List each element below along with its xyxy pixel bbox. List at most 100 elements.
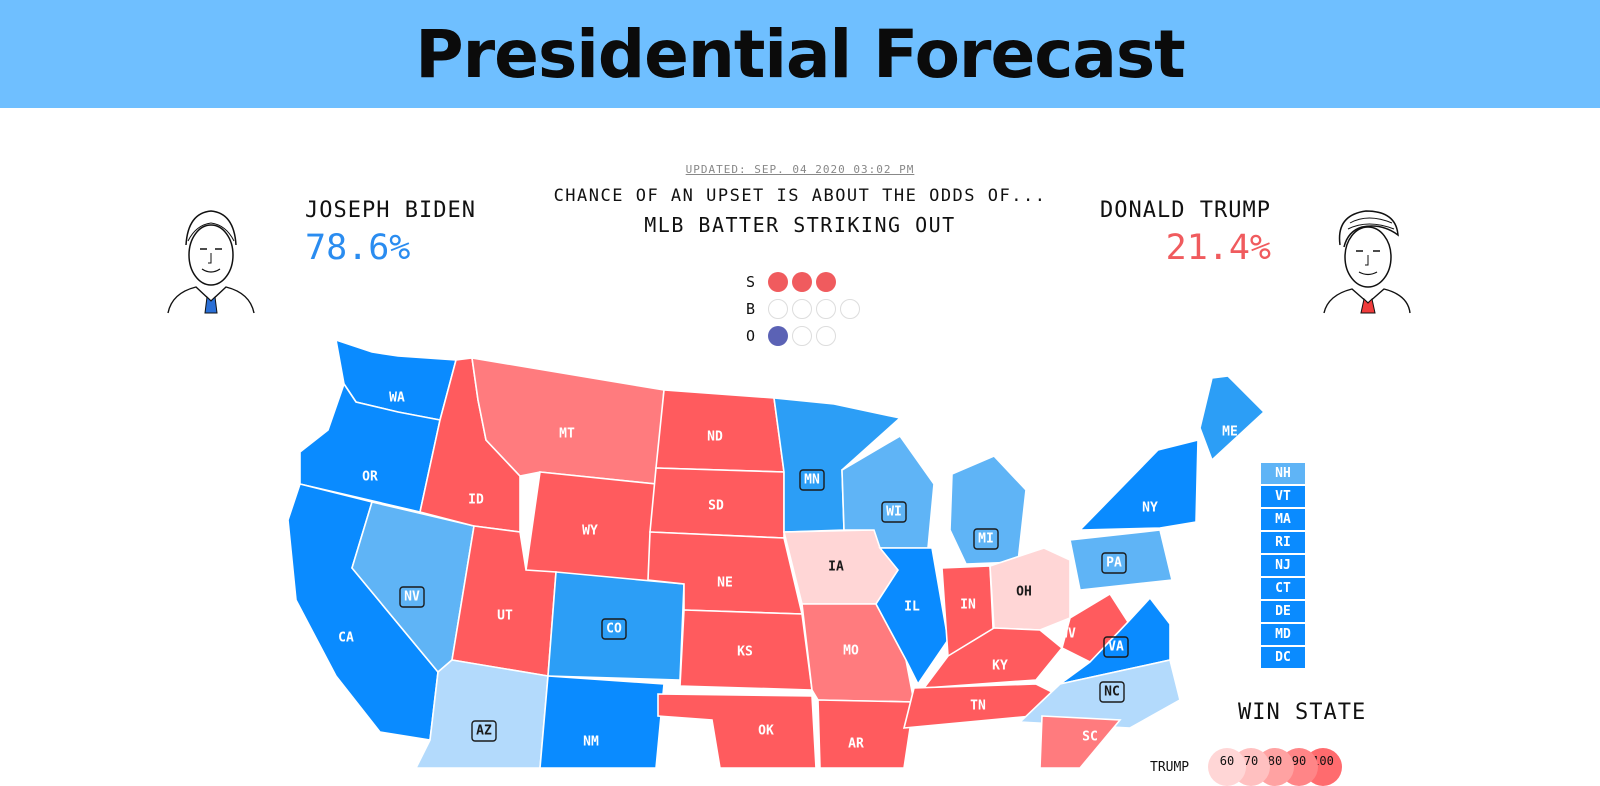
- state-pa[interactable]: PA: [1069, 529, 1173, 591]
- state-label-box: [601, 618, 627, 640]
- state-co[interactable]: CO: [547, 571, 685, 681]
- state-label-box: [799, 469, 825, 491]
- state-ks[interactable]: KS: [679, 609, 813, 691]
- state-label: ME: [1222, 425, 1238, 440]
- state-label: WA: [389, 391, 405, 406]
- count-label: B: [746, 299, 756, 318]
- small-state-vt[interactable]: VT: [1261, 486, 1305, 507]
- state-label: PA: [1106, 556, 1122, 571]
- state-label-box: [1101, 552, 1127, 574]
- state-label: WY: [582, 524, 598, 539]
- state-label-box: [1103, 636, 1129, 658]
- state-shape[interactable]: [875, 547, 949, 686]
- state-label: IN: [960, 598, 976, 613]
- state-sd[interactable]: SD: [649, 467, 785, 539]
- state-label: MI: [978, 532, 994, 547]
- upset-odds-comparison: MLB BATTER STRIKING OUT: [644, 213, 956, 237]
- small-state-ct[interactable]: CT: [1261, 578, 1305, 599]
- state-shape[interactable]: [817, 699, 915, 768]
- count-dot-empty: [792, 298, 812, 319]
- biden-name: JOSEPH BIDEN: [305, 198, 476, 223]
- biden-portrait-icon: [167, 210, 255, 314]
- count-row-b: B: [746, 295, 864, 322]
- count-dot-filled: [792, 271, 812, 292]
- state-nm[interactable]: NM: [539, 675, 665, 768]
- small-state-nh[interactable]: NH: [1261, 463, 1305, 484]
- count-dot-filled: [768, 325, 788, 346]
- biden-win-probability: 78.6%: [305, 228, 411, 268]
- updated-timestamp[interactable]: UPDATED: SEP. 04 2020 03:02 PM: [685, 163, 915, 176]
- state-label-box: [1099, 681, 1125, 703]
- state-shape[interactable]: [1199, 375, 1266, 462]
- state-shape[interactable]: [1039, 715, 1122, 768]
- state-label: CO: [606, 622, 622, 637]
- count-label: O: [746, 326, 756, 345]
- state-nc[interactable]: NC: [1018, 659, 1181, 729]
- state-label: SC: [1082, 730, 1098, 745]
- state-me[interactable]: ME: [1199, 375, 1266, 462]
- small-state-ri[interactable]: RI: [1261, 532, 1305, 553]
- state-label: IL: [904, 600, 920, 615]
- state-ar[interactable]: AR: [817, 699, 915, 768]
- legend-row-label: TRUMP: [1150, 759, 1190, 775]
- state-shape[interactable]: [949, 455, 1027, 565]
- state-label: ID: [468, 493, 484, 508]
- state-label: KY: [992, 659, 1008, 674]
- count-dot-empty: [816, 298, 836, 319]
- count-dot-empty: [768, 298, 788, 319]
- state-label-box: [881, 501, 907, 523]
- state-label-box: [973, 528, 999, 550]
- state-label: ND: [707, 430, 723, 445]
- state-label: NY: [1142, 501, 1158, 516]
- small-state-nj[interactable]: NJ: [1261, 555, 1305, 576]
- small-state-de[interactable]: DE: [1261, 601, 1305, 622]
- state-in[interactable]: IN: [941, 565, 995, 657]
- state-nd[interactable]: ND: [655, 389, 785, 473]
- state-label: KS: [737, 645, 753, 660]
- state-shape[interactable]: [539, 675, 665, 768]
- state-label: SD: [708, 499, 724, 514]
- state-label: NE: [717, 576, 733, 591]
- state-il[interactable]: IL: [875, 547, 949, 686]
- state-label: NC: [1104, 685, 1120, 700]
- legend-step: 60: [1208, 748, 1246, 786]
- trump-name: DONALD TRUMP: [1100, 198, 1271, 223]
- state-label: AR: [848, 737, 864, 752]
- state-shape[interactable]: [1069, 529, 1173, 591]
- small-state-dc[interactable]: DC: [1261, 647, 1305, 668]
- state-ok[interactable]: OK: [657, 693, 817, 768]
- trump-portrait-icon: [1323, 210, 1411, 314]
- state-label-box: [471, 720, 497, 742]
- state-label: MO: [843, 644, 859, 659]
- count-dot-empty: [840, 298, 860, 319]
- count-dot-filled: [768, 271, 788, 292]
- state-label: VA: [1108, 640, 1124, 655]
- state-shape[interactable]: [1078, 438, 1199, 531]
- header-bar: Presidential Forecast: [0, 0, 1600, 108]
- us-electoral-map: WA OR CA NV ID MT WY UT CO AZ NM ND SD NE KS OK MN IA MO AR…: [287, 338, 1266, 768]
- state-label: NV: [404, 590, 420, 605]
- state-label: CA: [338, 631, 354, 646]
- count-row-o: O: [746, 322, 864, 349]
- state-sc[interactable]: SC: [1039, 715, 1122, 768]
- page-title: Presidential Forecast: [415, 15, 1185, 93]
- state-shape[interactable]: [657, 693, 817, 768]
- state-label: WV: [1060, 627, 1076, 642]
- small-state-md[interactable]: MD: [1261, 624, 1305, 645]
- count-label: S: [746, 272, 756, 291]
- state-label: UT: [497, 609, 513, 624]
- count-dot-filled: [816, 271, 836, 292]
- trump-win-probability: 21.4%: [1165, 228, 1271, 268]
- state-label: OH: [1016, 585, 1032, 600]
- state-wi[interactable]: WI: [841, 434, 935, 549]
- state-label: OK: [758, 724, 774, 739]
- state-ny[interactable]: NY: [1078, 438, 1199, 531]
- small-state-ma[interactable]: MA: [1261, 509, 1305, 530]
- state-label: MT: [559, 427, 575, 442]
- state-mi[interactable]: MI: [949, 455, 1027, 565]
- state-label: AZ: [476, 724, 492, 739]
- win-state-legend: TRUMP 60 70 80 90 100: [1150, 748, 1342, 786]
- legend-title: WIN STATE: [1238, 700, 1367, 725]
- count-row-s: S: [746, 268, 864, 295]
